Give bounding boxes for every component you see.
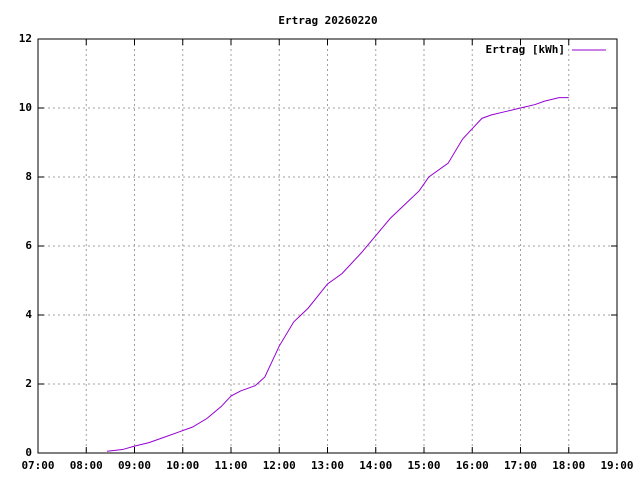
x-tick-label: 07:00	[21, 459, 54, 472]
x-tick-label: 16:00	[456, 459, 489, 472]
x-tick-label: 10:00	[166, 459, 199, 472]
x-tick-label: 15:00	[407, 459, 440, 472]
x-tick-label: 12:00	[263, 459, 296, 472]
x-tick-label: 17:00	[504, 459, 537, 472]
x-tick-label: 09:00	[118, 459, 151, 472]
y-tick-label: 6	[25, 239, 32, 252]
y-tick-label: 0	[25, 446, 32, 459]
y-tick-label: 10	[19, 101, 32, 114]
y-tick-label: 4	[25, 308, 32, 321]
legend-label: Ertrag [kWh]	[486, 43, 565, 56]
data-line	[106, 97, 569, 452]
x-tick-label: 19:00	[600, 459, 633, 472]
y-tick-label: 8	[25, 170, 32, 183]
chart-title: Ertrag 20260220	[278, 14, 377, 27]
x-tick-label: 08:00	[70, 459, 103, 472]
x-tick-label: 18:00	[552, 459, 585, 472]
plot-frame	[37, 38, 618, 454]
y-tick-label: 2	[25, 377, 32, 390]
x-tick-label: 14:00	[359, 459, 392, 472]
y-tick-label: 12	[19, 32, 32, 45]
x-tick-label: 13:00	[311, 459, 344, 472]
x-tick-label: 11:00	[214, 459, 247, 472]
